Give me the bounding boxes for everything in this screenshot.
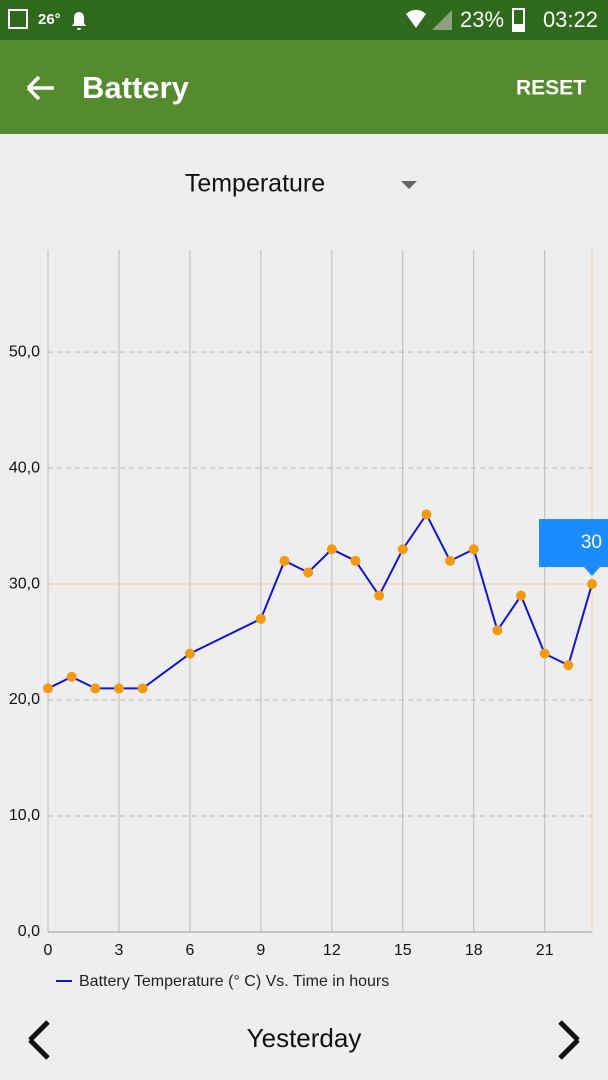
- data-point: [184, 648, 195, 659]
- y-tick-label: 50,0: [9, 343, 40, 360]
- x-tick-label: 15: [394, 942, 412, 959]
- reset-button[interactable]: RESET: [516, 77, 586, 100]
- data-point: [421, 509, 432, 520]
- status-bar: [0, 0, 608, 40]
- data-point: [326, 544, 337, 555]
- data-point: [539, 648, 550, 659]
- x-tick-label: 18: [465, 942, 483, 959]
- y-tick-label: 40,0: [9, 459, 40, 476]
- x-tick-label: 9: [256, 942, 265, 959]
- data-point: [137, 683, 148, 694]
- data-point: [492, 625, 503, 636]
- app-title: Battery: [82, 70, 190, 105]
- battery-level: [514, 24, 523, 30]
- x-tick-label: 21: [536, 942, 554, 959]
- selector-label[interactable]: Temperature: [185, 170, 325, 198]
- data-point: [303, 567, 314, 578]
- data-point: [374, 590, 385, 601]
- tooltip-pointer: [584, 567, 600, 577]
- data-point: [279, 555, 290, 566]
- status-temperature: 26°: [38, 11, 61, 28]
- data-point: [66, 671, 77, 682]
- y-tick-label: 10,0: [9, 807, 40, 824]
- y-tick-label: 0,0: [18, 923, 40, 940]
- status-battery: 23%: [460, 7, 504, 32]
- app-bar: [0, 40, 608, 134]
- data-point: [516, 590, 527, 601]
- battery-icon: [512, 8, 525, 32]
- wifi-icon: [406, 9, 426, 28]
- tooltip-box: [539, 519, 608, 568]
- next-button[interactable]: [558, 1020, 580, 1060]
- status-time: 03:22: [543, 7, 598, 32]
- data-point: [113, 683, 124, 694]
- footer-label: Yesterday: [247, 1023, 362, 1053]
- previous-button[interactable]: [28, 1020, 50, 1060]
- data-point: [587, 579, 597, 590]
- data-point: [563, 660, 574, 671]
- signal-icon: [432, 10, 452, 30]
- series-line: [47, 512, 593, 690]
- y-tick-label: 30,0: [9, 575, 40, 592]
- bell-icon: [72, 12, 86, 30]
- plot: 0,0 10,0 20,0 30,0 40,0 50,0 0 3 6 9 12 15 18 21 Batte…: [9, 250, 608, 990]
- tooltip-label: 30: [581, 532, 602, 553]
- data-point: [43, 683, 53, 694]
- data-point: [255, 613, 266, 624]
- x-tick-label: 12: [323, 942, 341, 959]
- data-point: [90, 683, 101, 694]
- data-point: [468, 544, 479, 555]
- y-tick-label: 20,0: [9, 691, 40, 708]
- x-tick-label: 0: [44, 942, 53, 959]
- gallery-icon: [8, 9, 28, 29]
- x-tick-label: 6: [185, 942, 194, 959]
- legend-label: Battery Temperature (° C) Vs. Time in ho…: [79, 973, 389, 990]
- dropdown-arrow[interactable]: [401, 181, 417, 189]
- data-point: [445, 555, 456, 566]
- back-button[interactable]: [26, 75, 54, 101]
- x-tick-label: 3: [115, 942, 124, 959]
- data-point: [350, 555, 361, 566]
- data-point: [397, 544, 408, 555]
